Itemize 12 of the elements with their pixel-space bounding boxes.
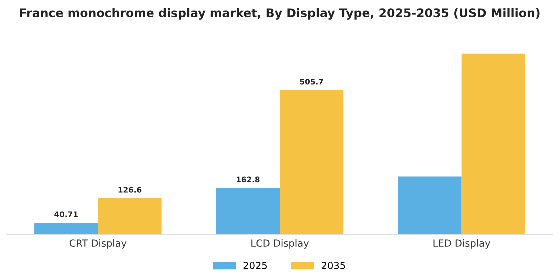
bar <box>98 198 162 235</box>
bar <box>398 176 462 235</box>
x-tick-label: LED Display <box>434 240 491 249</box>
x-tick-label: LCD Display <box>252 240 310 249</box>
bar <box>34 223 98 235</box>
x-tick-label: CRT Display <box>70 240 127 249</box>
legend-label: 2025 <box>244 262 267 270</box>
chart-title: France monochrome display market, By Display Type, 2025-2035 (USD Million) <box>20 8 540 20</box>
legend-label: 2035 <box>322 262 346 270</box>
bar <box>216 188 280 235</box>
bar <box>462 54 526 235</box>
bar <box>280 90 344 235</box>
